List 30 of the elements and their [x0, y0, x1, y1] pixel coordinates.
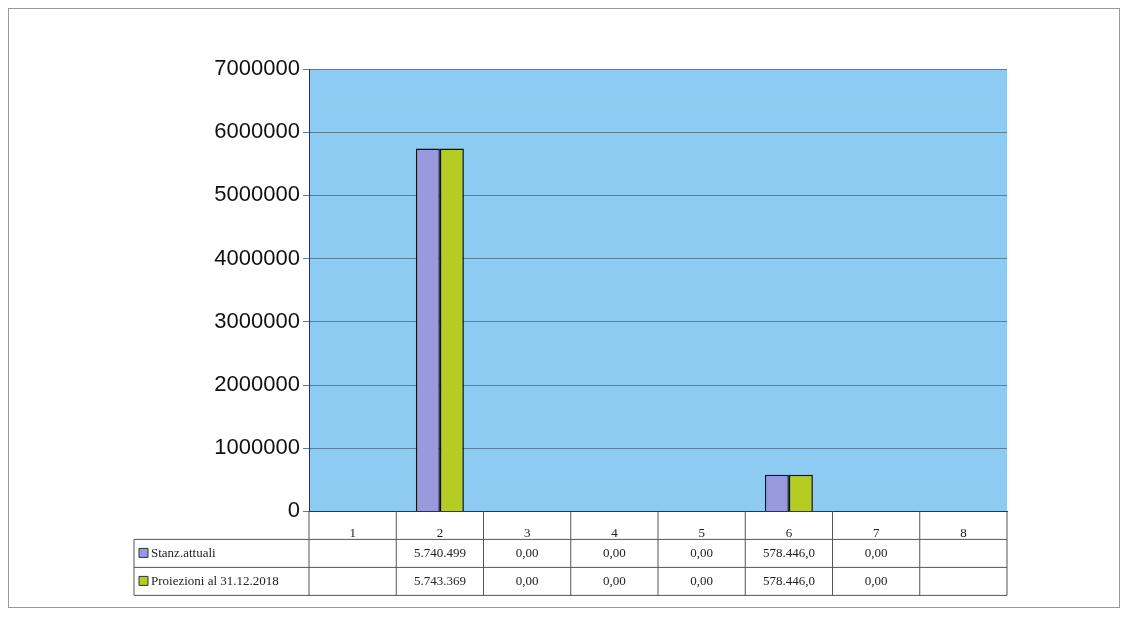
data-label: 0,00 — [690, 544, 713, 560]
x-tick-label: 3 — [523, 524, 531, 540]
y-tick-label: 0 — [287, 497, 300, 523]
y-tick-label: 6000000 — [214, 118, 300, 144]
data-label: 0,00 — [864, 572, 888, 588]
y-tick-label: 4000000 — [214, 244, 300, 270]
x-tick-label: 7 — [872, 524, 880, 540]
data-label: 0,00 — [603, 544, 626, 560]
x-tick-label: 6 — [785, 524, 793, 540]
legend-label: Proiezioni al 31.12.2018 — [151, 572, 279, 588]
data-label: 0,00 — [515, 572, 539, 588]
data-label: 0,00 — [690, 572, 713, 588]
legend-label: Stanz.attuali — [151, 544, 217, 560]
data-label: 0,00 — [603, 572, 626, 588]
x-tick-label: 5 — [698, 524, 705, 540]
data-label: 5.740.499 — [413, 544, 466, 560]
data-label: 5.743.369 — [413, 572, 466, 588]
data-label: 578.446,0 — [762, 572, 815, 588]
data-label: 578.446,0 — [762, 544, 815, 560]
x-tick-label: 4 — [611, 524, 619, 540]
y-tick-label: 5000000 — [214, 181, 300, 207]
data-label: 0,00 — [515, 544, 539, 560]
y-tick-label: 1000000 — [214, 434, 300, 460]
y-tick-label: 7000000 — [214, 55, 300, 81]
x-tick-label: 1 — [349, 524, 356, 540]
data-label: 0,00 — [864, 544, 888, 560]
x-tick-label: 2 — [436, 524, 444, 540]
y-tick-label: 3000000 — [214, 307, 300, 333]
y-tick-label: 2000000 — [214, 371, 300, 397]
x-tick-label: 8 — [960, 524, 967, 540]
